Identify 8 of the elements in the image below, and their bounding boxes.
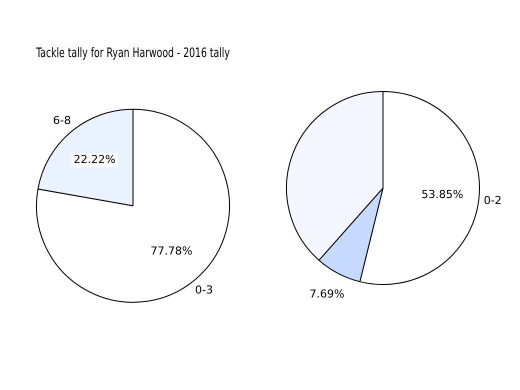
data-label: 53.85% — [421, 188, 464, 202]
slice-label: 0-3 — [195, 283, 214, 296]
data-label: 7.69% — [309, 288, 344, 301]
chart-title: Tackle tally for Ryan Harwood - 2016 tally — [35, 46, 230, 61]
slice-label: 0-2 — [484, 194, 502, 208]
slice-label: 6-8 — [52, 114, 71, 128]
data-label: 22.22% — [74, 152, 116, 166]
data-label: 77.78% — [150, 244, 192, 258]
